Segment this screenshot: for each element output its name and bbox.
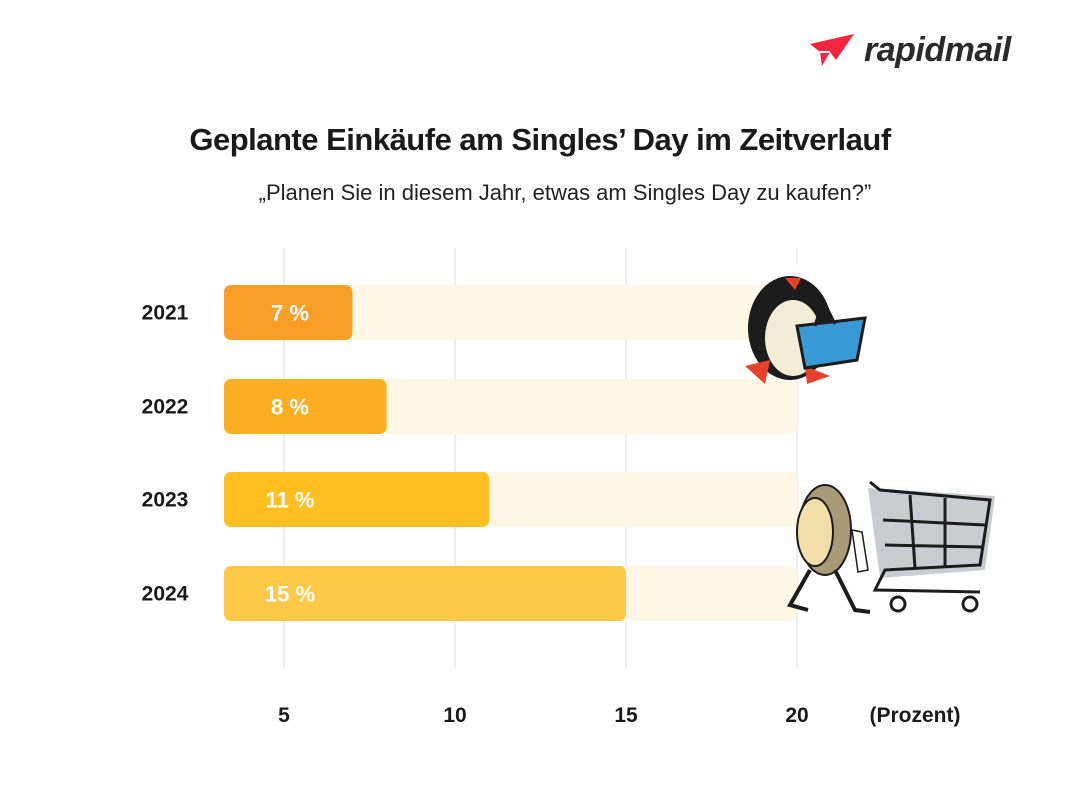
rapidmail-logo: rapidmail [808, 30, 1011, 70]
bar-2022 [224, 379, 387, 434]
x-tick-label: 20 [785, 704, 808, 727]
category-label: 2021 [142, 302, 189, 325]
paper-plane-icon [810, 34, 854, 66]
bar-2021 [224, 285, 353, 340]
chart-title: Geplante Einkäufe am Singles’ Day im Zei… [189, 122, 891, 157]
chart-subtitle: „Planen Sie in diesem Jahr, etwas am Sin… [258, 180, 872, 205]
x-tick-label: 15 [614, 704, 638, 727]
category-label: 2023 [142, 489, 189, 512]
bar-2024 [224, 566, 626, 621]
data-label: 7 % [271, 301, 309, 326]
x-tick-label: 10 [443, 704, 466, 727]
data-label: 15 % [265, 582, 315, 607]
shopping-cart-illustration [786, 480, 995, 614]
bar-track [224, 285, 797, 340]
bar-2023 [224, 472, 490, 527]
data-label: 11 % [266, 488, 315, 513]
data-label: 8 % [271, 395, 309, 420]
category-label: 2022 [142, 396, 189, 419]
logo-text: rapidmail [864, 30, 1011, 69]
x-tick-label: 5 [278, 704, 290, 727]
category-label: 2024 [142, 583, 189, 606]
x-axis-label: (Prozent) [870, 704, 961, 727]
penguin-illustration [745, 264, 867, 384]
